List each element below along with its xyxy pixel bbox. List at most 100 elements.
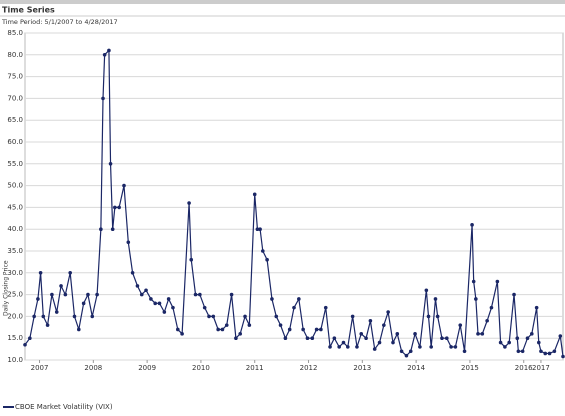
point [529,332,534,336]
point [404,353,409,358]
y-tick-label: 30.0 [7,269,23,277]
point [512,292,516,297]
point [243,314,247,319]
y-tick-label: 75.0 [7,73,23,81]
point [440,336,444,341]
point [433,297,438,301]
plot: 10.0 15.0 20.0 25.0 30.0 35.0 40.0 45.0 50.0 55.0… [7,29,565,372]
point [260,249,265,253]
point [543,351,548,356]
x-tick-label: 2015 [461,364,479,372]
x-tick-label: 2009 [138,364,156,372]
y-tick-label: 15.0 [7,334,23,342]
point [507,340,512,345]
point [32,314,36,319]
point [81,301,86,306]
point [130,271,135,275]
legend-label: CBOE Market Volatility (VIX) [15,403,113,411]
period: Time Period: 5/1/2007 to 4/28/2017 [1,18,118,26]
point [187,201,191,205]
point [539,349,543,354]
point [346,345,350,349]
point [28,336,32,341]
point [207,314,211,319]
point [234,336,238,341]
point [149,297,153,301]
point [413,332,417,336]
point [319,327,323,332]
point [265,257,269,262]
point [54,310,59,314]
y-tick-label: 20.0 [7,312,23,320]
point [471,279,476,284]
point [453,345,458,349]
point [252,192,257,197]
point [274,314,279,319]
point [525,336,530,341]
x-tick-label: 2008 [84,364,102,372]
point [462,349,467,354]
point [216,327,220,332]
point [301,327,305,332]
point [220,327,225,332]
point [552,349,557,354]
y-tick-label: 45.0 [7,203,23,211]
point [332,336,337,341]
point [449,345,453,349]
point [247,323,252,327]
point [444,336,449,341]
point [458,323,463,327]
point [489,305,494,310]
point [520,349,525,354]
point [198,292,202,297]
series-line [24,48,564,357]
point [368,318,373,323]
point [283,336,288,341]
point [391,340,395,345]
point [418,345,422,349]
point [139,292,144,297]
point [314,327,319,332]
x-tick-label: 2011 [246,364,264,372]
point [77,327,81,332]
point [323,305,328,310]
y-tick-label: 25.0 [7,291,23,299]
point [117,205,121,210]
point [480,332,485,336]
point [341,340,346,345]
y-tick-label: 65.0 [7,116,23,124]
point [278,323,283,327]
point [108,162,113,166]
point [101,96,105,101]
point [364,336,368,341]
x-tick-label: 2014 [407,364,425,372]
point [534,305,539,310]
point [50,292,54,297]
point [86,292,90,297]
point [287,327,292,332]
point [166,297,171,301]
point [189,257,194,262]
plot-area [24,32,564,361]
point [63,292,68,297]
point [495,279,500,284]
y-tick-label: 35.0 [7,247,23,255]
point [157,301,162,306]
y-tick-label: 40.0 [7,225,23,233]
y-tick-label: 85.0 [7,29,23,37]
x-tick-label: 2017 [532,364,550,372]
point [193,292,198,297]
point [359,332,364,336]
point [41,314,46,319]
x-tick-label: 2007 [31,364,49,372]
point [107,48,111,53]
point [382,323,386,327]
point [99,227,103,231]
point [426,314,431,319]
point [72,314,77,319]
point [258,227,262,231]
point [224,323,229,327]
point [122,183,126,188]
point [395,332,400,336]
point [135,284,140,288]
